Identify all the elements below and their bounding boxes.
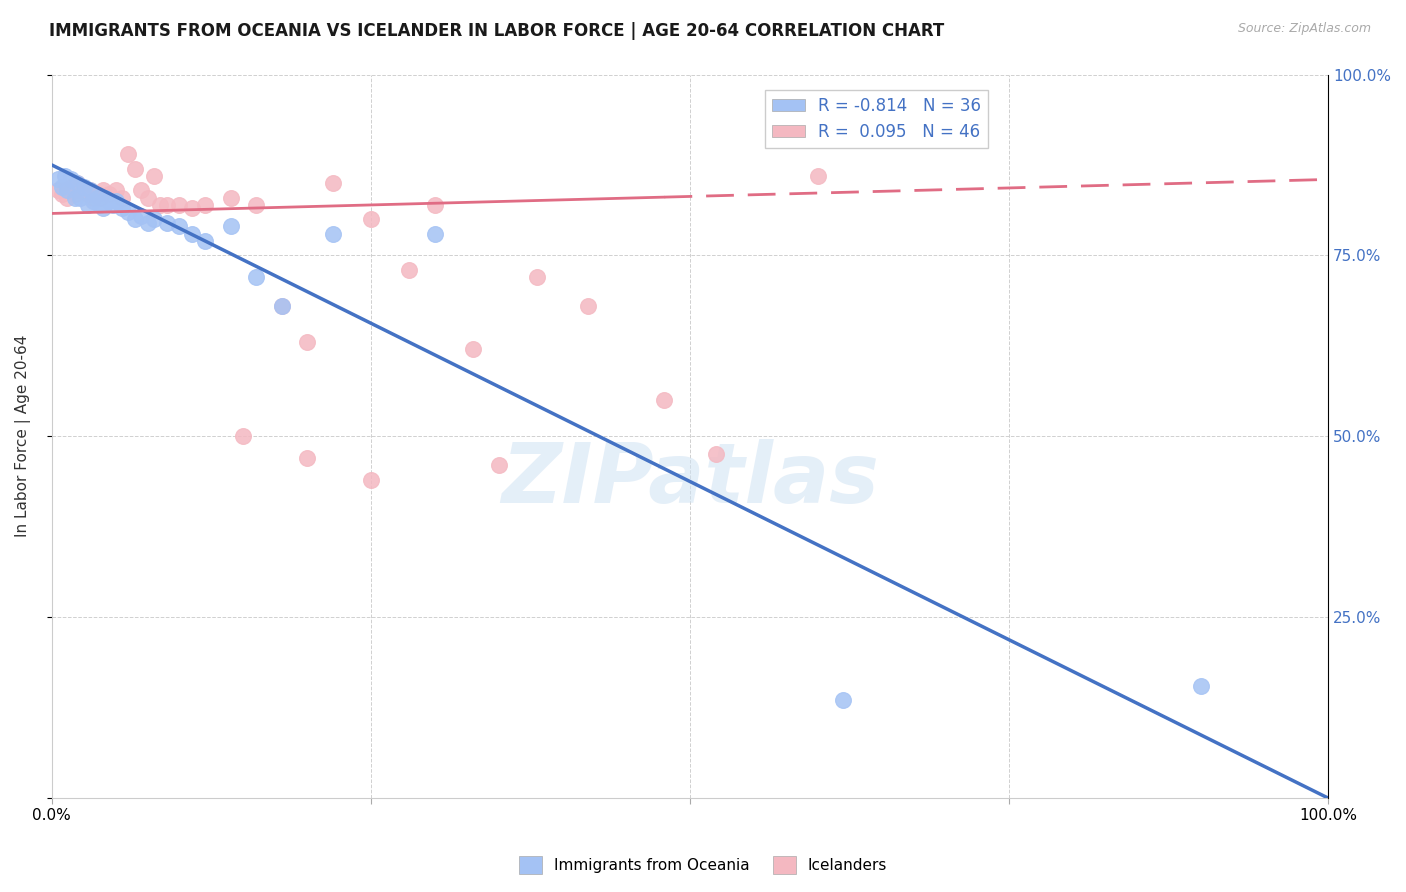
Point	[232, 429, 254, 443]
Point	[322, 176, 344, 190]
Point	[46, 183, 69, 197]
Point	[181, 202, 204, 216]
Point	[111, 202, 134, 216]
Point	[46, 172, 69, 186]
Point	[101, 198, 124, 212]
Point	[59, 172, 82, 186]
Point	[142, 169, 165, 183]
Point	[423, 198, 446, 212]
Point	[576, 299, 599, 313]
Point	[219, 190, 242, 204]
Point	[322, 227, 344, 241]
Point	[89, 190, 111, 204]
Point	[295, 335, 318, 350]
Point	[59, 179, 82, 194]
Text: IMMIGRANTS FROM OCEANIA VS ICELANDER IN LABOR FORCE | AGE 20-64 CORRELATION CHAR: IMMIGRANTS FROM OCEANIA VS ICELANDER IN …	[49, 22, 945, 40]
Point	[245, 270, 267, 285]
Point	[149, 198, 172, 212]
Point	[124, 161, 146, 176]
Point	[86, 186, 108, 201]
Point	[86, 190, 108, 204]
Point	[832, 693, 855, 707]
Point	[104, 194, 127, 208]
Point	[360, 473, 382, 487]
Point	[91, 202, 114, 216]
Point	[1189, 679, 1212, 693]
Point	[423, 227, 446, 241]
Point	[136, 216, 159, 230]
Point	[654, 393, 676, 408]
Point	[461, 343, 484, 357]
Text: ZIPatlas: ZIPatlas	[501, 439, 879, 520]
Point	[129, 209, 152, 223]
Point	[89, 198, 111, 212]
Point	[194, 198, 217, 212]
Point	[111, 190, 134, 204]
Point	[79, 183, 101, 197]
Point	[69, 183, 91, 197]
Point	[807, 169, 830, 183]
Point	[219, 219, 242, 234]
Point	[295, 450, 318, 465]
Point	[98, 186, 121, 201]
Point	[270, 299, 292, 313]
Point	[79, 183, 101, 197]
Point	[53, 169, 76, 183]
Point	[194, 234, 217, 248]
Point	[56, 190, 79, 204]
Point	[704, 447, 727, 461]
Point	[117, 147, 139, 161]
Point	[488, 458, 510, 473]
Point	[136, 190, 159, 204]
Point	[398, 263, 420, 277]
Point	[169, 198, 191, 212]
Point	[51, 179, 73, 194]
Point	[124, 212, 146, 227]
Point	[181, 227, 204, 241]
Point	[117, 205, 139, 219]
Point	[51, 186, 73, 201]
Point	[142, 212, 165, 227]
Point	[94, 190, 117, 204]
Point	[129, 183, 152, 197]
Y-axis label: In Labor Force | Age 20-64: In Labor Force | Age 20-64	[15, 335, 31, 538]
Point	[156, 198, 179, 212]
Point	[245, 198, 267, 212]
Text: Source: ZipAtlas.com: Source: ZipAtlas.com	[1237, 22, 1371, 36]
Point	[66, 176, 89, 190]
Point	[73, 183, 96, 197]
Legend: Immigrants from Oceania, Icelanders: Immigrants from Oceania, Icelanders	[513, 850, 893, 880]
Point	[53, 183, 76, 197]
Point	[169, 219, 191, 234]
Point	[82, 194, 104, 208]
Point	[98, 194, 121, 208]
Point	[104, 183, 127, 197]
Point	[360, 212, 382, 227]
Point	[63, 190, 86, 204]
Point	[526, 270, 548, 285]
Point	[156, 216, 179, 230]
Point	[69, 190, 91, 204]
Legend: R = -0.814   N = 36, R =  0.095   N = 46: R = -0.814 N = 36, R = 0.095 N = 46	[765, 90, 988, 148]
Point	[76, 186, 98, 201]
Point	[270, 299, 292, 313]
Point	[82, 190, 104, 204]
Point	[56, 183, 79, 197]
Point	[76, 198, 98, 212]
Point	[66, 176, 89, 190]
Point	[63, 186, 86, 201]
Point	[73, 179, 96, 194]
Point	[91, 183, 114, 197]
